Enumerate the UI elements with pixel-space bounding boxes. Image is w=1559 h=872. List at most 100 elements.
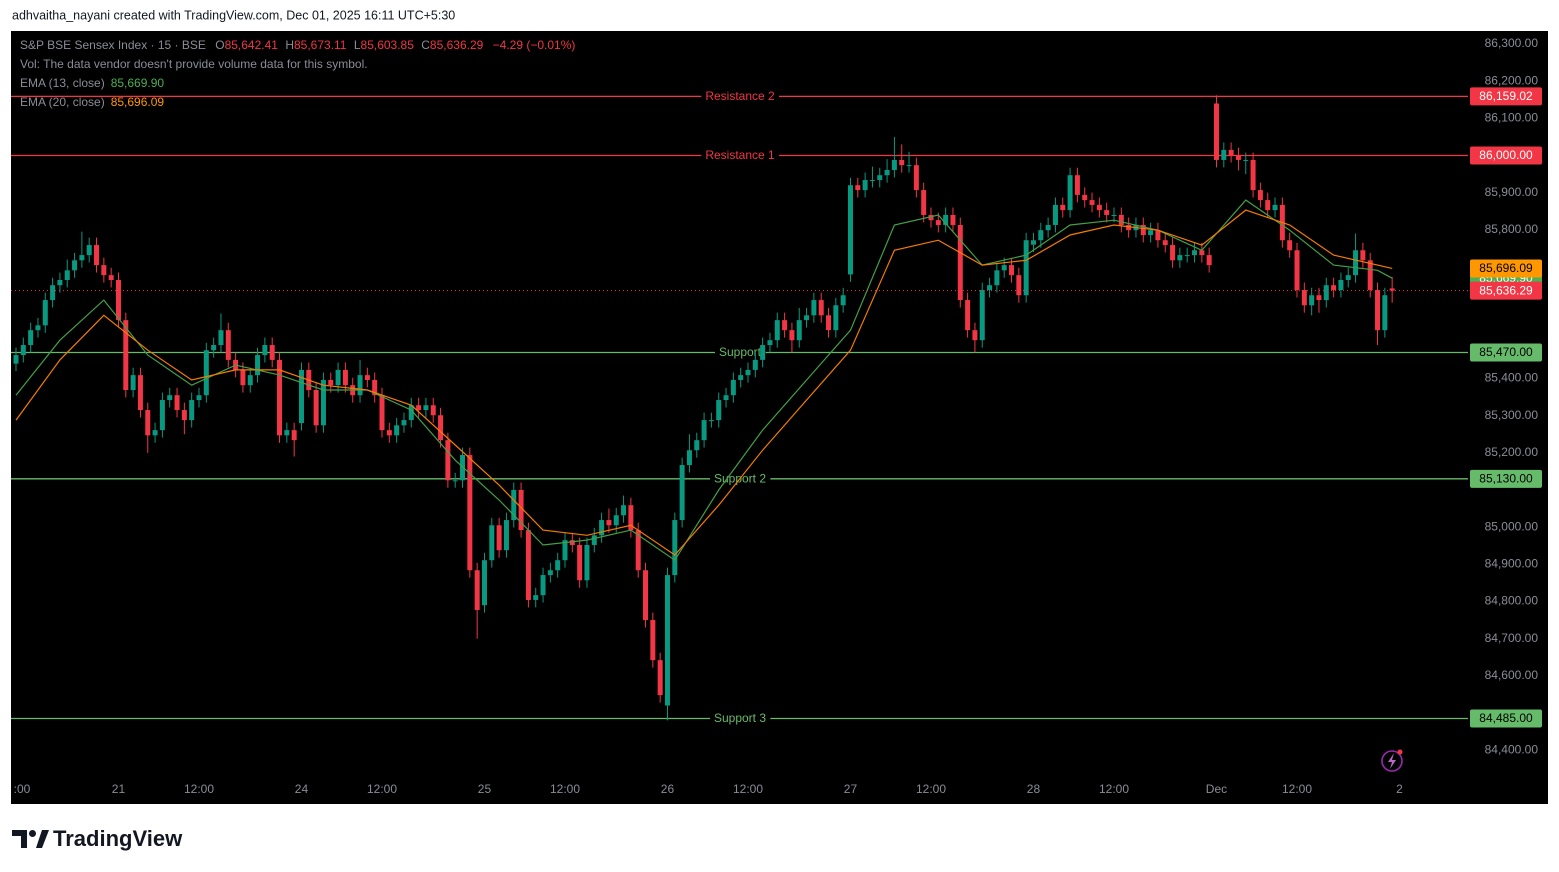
candle-body	[423, 405, 429, 411]
candle-body	[840, 295, 846, 306]
logo-mark	[12, 830, 27, 848]
candle-body	[525, 530, 531, 600]
candle-body	[987, 285, 993, 291]
legend-value: 85,696.09	[111, 95, 165, 109]
x-tick-label: 21	[112, 782, 126, 796]
ohlc-letter: H	[285, 38, 294, 52]
candle-body	[218, 330, 224, 346]
ema-tag-bg	[1470, 259, 1542, 278]
candle-body	[1301, 290, 1307, 306]
candle-body	[1331, 285, 1337, 291]
y-tick-label: 86,300.00	[1485, 36, 1539, 50]
candle-body	[555, 560, 561, 571]
candle-body	[277, 359, 283, 436]
ohlc-letter: O	[215, 38, 224, 52]
candle-body	[833, 305, 839, 331]
candle-body	[613, 515, 619, 526]
candle-body	[1353, 250, 1359, 276]
candle-body	[1096, 204, 1102, 211]
candle-body	[855, 185, 861, 191]
ema-line	[15, 199, 1393, 562]
candle-body	[1257, 190, 1263, 201]
candle-body	[547, 570, 553, 576]
candle-body	[577, 544, 583, 581]
candle-body	[1272, 204, 1278, 211]
candle-body	[379, 395, 385, 431]
symbol: S&P BSE Sensex Index · 15 · BSE	[20, 38, 206, 52]
candle-body	[174, 395, 180, 411]
candle-body	[862, 180, 868, 191]
x-tick-label: 12:00	[733, 782, 763, 796]
candle-body	[972, 330, 978, 341]
candle-body	[716, 400, 722, 421]
candle-body	[284, 430, 290, 436]
candle-body	[145, 410, 151, 436]
candle-body	[57, 279, 63, 286]
y-tick-label: 85,800.00	[1485, 222, 1539, 236]
candle-body	[1140, 224, 1146, 236]
candle-body	[826, 315, 832, 331]
volume-note: Vol: The data vendor doesn't provide vol…	[20, 57, 368, 71]
level-tag: 86,159.02	[1479, 89, 1533, 103]
candle-body	[1089, 200, 1095, 205]
candle-body	[1184, 255, 1190, 257]
level-label: Support 3	[714, 711, 766, 725]
candle-body	[533, 595, 539, 600]
candle-body	[774, 320, 780, 341]
x-tick-label: 12:00	[1282, 782, 1312, 796]
candle-body	[460, 455, 466, 481]
candle-body	[1155, 230, 1161, 241]
candle-body	[818, 300, 824, 316]
y-tick-label: 85,200.00	[1485, 445, 1539, 459]
y-tick-label: 85,900.00	[1485, 185, 1539, 199]
logo-mark	[29, 830, 36, 837]
candle-body	[884, 169, 890, 176]
candle-body	[137, 375, 143, 411]
candle-body	[416, 405, 422, 411]
candle-body	[657, 660, 663, 696]
x-tick-label: 25	[478, 782, 492, 796]
candle-body	[64, 270, 70, 280]
y-tick-label: 84,600.00	[1485, 668, 1539, 682]
candle-body	[767, 340, 773, 346]
candle-body	[1192, 250, 1198, 256]
candle-body	[1367, 260, 1373, 291]
candle-body	[1382, 295, 1388, 331]
candle-body	[467, 455, 473, 571]
x-tick-label: 12:00	[184, 782, 214, 796]
candle-body	[167, 395, 173, 401]
replay-icon[interactable]	[1381, 749, 1403, 772]
candle-body	[1265, 200, 1271, 211]
candle-body	[430, 405, 436, 416]
level-tag: 84,485.00	[1479, 711, 1533, 725]
candle-body	[269, 345, 275, 360]
candle-body	[664, 575, 670, 706]
candle-body	[1016, 275, 1022, 296]
candle-body	[408, 405, 414, 421]
candle-body	[752, 359, 758, 370]
x-tick-label: Dec	[1206, 782, 1227, 796]
candle-body	[342, 369, 348, 386]
candle-body	[1045, 224, 1051, 231]
candle-body	[796, 320, 802, 341]
ohlc-value: 85,642.41	[225, 38, 279, 52]
x-tick-label: 12:00	[1099, 782, 1129, 796]
candle-body	[211, 345, 217, 351]
candle-body	[1148, 230, 1154, 236]
candle-body	[255, 355, 261, 376]
candle-body	[1074, 175, 1080, 195]
candle-body	[1001, 265, 1007, 271]
candle-body	[50, 285, 56, 301]
candle-body	[760, 345, 766, 360]
candle-body	[1067, 175, 1073, 211]
candle-body	[804, 315, 810, 321]
candle-body	[1309, 295, 1315, 306]
icon-dot	[1397, 749, 1403, 755]
candle-body	[877, 175, 883, 181]
candle-body	[1038, 230, 1044, 241]
candle-body	[262, 345, 268, 356]
candle-body	[935, 220, 941, 225]
candle-body	[621, 505, 627, 516]
y-tick-label: 84,900.00	[1485, 556, 1539, 570]
candle-body	[1082, 194, 1088, 201]
